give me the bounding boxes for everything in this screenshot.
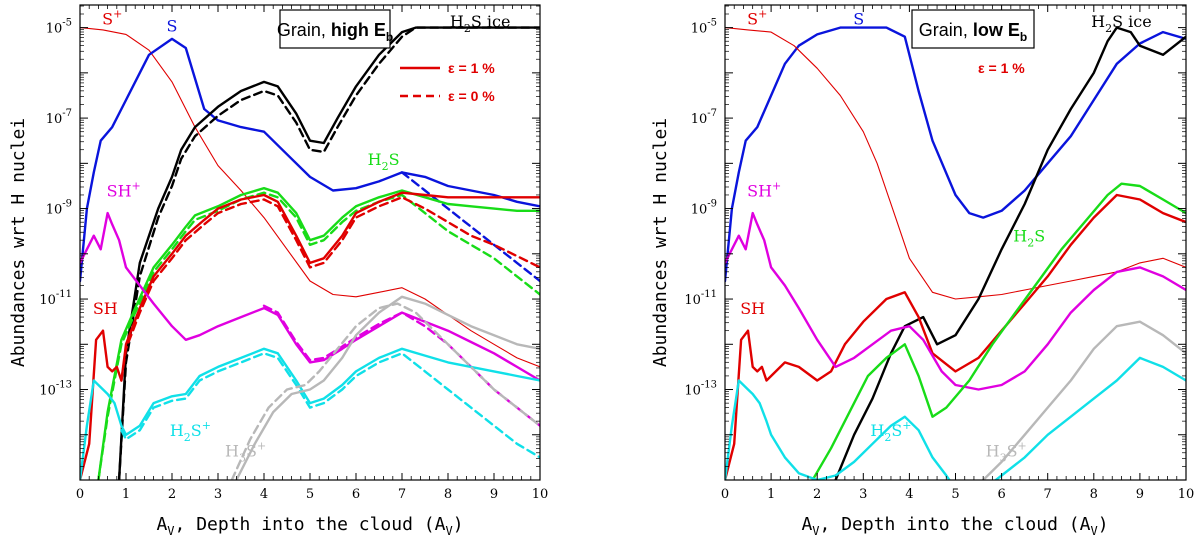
- x-tick-label: 1: [122, 487, 130, 502]
- series-line-h2splus: [80, 347, 540, 480]
- series-line-h2splus-dashed: [120, 352, 540, 459]
- y-tick-label: 10-11: [684, 289, 717, 308]
- y-tick-label: 10-5: [46, 18, 72, 37]
- species-label-h2s-ice: H2S ice: [1091, 12, 1152, 35]
- series-line-shplus-dashed: [262, 304, 540, 427]
- left-panel: 0 1 2 3 4 5 6 7 8 9 10 10-5 10-7 10-9 10-11 10-13 AV, De…: [8, 4, 549, 538]
- species-label-h2s: H2S: [1013, 227, 1045, 250]
- y-tick-label: 10-9: [691, 199, 717, 218]
- y-tick-label: 10-13: [684, 380, 717, 399]
- species-label-h3splus: H3S+: [986, 440, 1027, 465]
- x-tick-label: 5: [306, 487, 314, 502]
- x-tick-label: 7: [1044, 487, 1052, 502]
- series-line-h2s-dashed: [97, 191, 540, 480]
- species-label-h3splus: H3S+: [225, 440, 266, 465]
- x-axis: 0 1 2 3 4 5 6 7 8 9 10: [721, 5, 1194, 502]
- legend: ε = 1 % ε = 0 %: [400, 60, 495, 104]
- y-tick-label: 10-13: [39, 380, 72, 399]
- series-line-s-dashed: [400, 171, 540, 283]
- species-label-splus: S+: [747, 8, 767, 29]
- series-line-s: [725, 26, 1186, 283]
- species-label-h2s-ice: H2S ice: [450, 12, 511, 35]
- series-line-h3splus: [982, 320, 1186, 480]
- y-axis-title: Abundances wrt H nuclei: [650, 118, 671, 367]
- series-line-sh: [80, 191, 540, 480]
- x-tick-label: 9: [490, 487, 498, 502]
- species-labels: S+ S H2S ice H2S SH+ SH H2S+ H3S+: [740, 8, 1152, 465]
- x-tick-label: 10: [1178, 487, 1195, 502]
- species-label-sh: SH: [93, 299, 118, 318]
- x-tick-label: 8: [444, 487, 452, 502]
- x-tick-label: 10: [532, 487, 549, 502]
- y-tick-label: 10-11: [39, 289, 72, 308]
- x-tick-label: 3: [859, 487, 867, 502]
- legend-label: ε = 1 %: [448, 60, 495, 76]
- species-label-shplus: SH+: [747, 179, 781, 200]
- x-tick-label: 3: [214, 487, 222, 502]
- species-label-shplus: SH+: [107, 179, 141, 200]
- x-tick-label: 0: [721, 487, 729, 502]
- x-tick-label: 4: [260, 487, 268, 502]
- series-group: [725, 26, 1186, 480]
- y-axis: 10-5 10-7 10-9 10-11 10-13: [39, 5, 540, 481]
- species-label-h2splus: H2S+: [170, 419, 211, 444]
- series-line-sh-dashed: [120, 196, 540, 382]
- x-tick-label: 2: [813, 487, 821, 502]
- y-tick-label: 10-7: [691, 108, 717, 127]
- legend: ε = 1 %: [978, 60, 1025, 76]
- species-label-splus: S+: [102, 8, 122, 29]
- y-tick-label: 10-9: [46, 199, 72, 218]
- series-line-splus: [725, 27, 1186, 300]
- y-axis-title: Abundances wrt H nuclei: [8, 118, 29, 367]
- species-label-h2splus: H2S+: [870, 419, 911, 444]
- x-axis-title: AV, Depth into the cloud (AV): [801, 514, 1108, 538]
- x-tick-label: 5: [951, 487, 959, 502]
- series-line-h2s-ice: [834, 26, 1186, 480]
- right-panel: 0 1 2 3 4 5 6 7 8 9 10 10-5 10-7 10-9 10-11 10-13 AV, De…: [650, 4, 1194, 538]
- y-tick-label: 10-5: [691, 18, 717, 37]
- series-line-h2s-ice-dashed: [117, 26, 540, 480]
- series-group: [80, 26, 540, 480]
- y-tick-label: 10-7: [46, 108, 72, 127]
- legend-label: ε = 0 %: [448, 88, 495, 104]
- x-tick-label: 6: [997, 487, 1005, 502]
- x-tick-label: 1: [767, 487, 775, 502]
- x-tick-label: 6: [352, 487, 360, 502]
- series-line-splus: [80, 27, 540, 368]
- series-line-shplus: [725, 211, 1186, 391]
- panel-title: Grain, high Eb: [277, 20, 393, 44]
- series-line-h3splus: [235, 295, 540, 480]
- plot-frame: [724, 4, 1187, 481]
- x-tick-label: 4: [905, 487, 913, 502]
- x-tick-label: 8: [1090, 487, 1098, 502]
- x-tick-label: 9: [1136, 487, 1144, 502]
- species-labels: S+ S H2S ice H2S SH+ SH H2S+ H3S+: [93, 8, 511, 465]
- species-label-s: S: [167, 16, 178, 35]
- y-axis: 10-5 10-7 10-9 10-11 10-13: [684, 5, 1186, 481]
- x-tick-label: 2: [168, 487, 176, 502]
- series-line-s: [80, 37, 540, 283]
- series-line-sh: [725, 193, 1186, 480]
- x-axis-title: AV, Depth into the cloud (AV): [156, 514, 463, 538]
- series-line-h3splus-dashed: [230, 302, 540, 480]
- series-line-h2s: [811, 182, 1186, 480]
- species-label-h2s: H2S: [368, 150, 400, 173]
- title-box: [911, 9, 1035, 49]
- series-line-shplus: [80, 211, 540, 382]
- species-label-s: S: [853, 10, 864, 29]
- series-line-h2splus: [725, 356, 1186, 480]
- panel-title: Grain, low Eb: [919, 20, 1027, 44]
- legend-label: ε = 1 %: [978, 60, 1025, 76]
- x-tick-label: 7: [398, 487, 406, 502]
- series-line-h2s: [97, 187, 540, 480]
- species-label-sh: SH: [740, 299, 765, 318]
- title-box: [279, 9, 391, 49]
- x-tick-label: 0: [76, 487, 84, 502]
